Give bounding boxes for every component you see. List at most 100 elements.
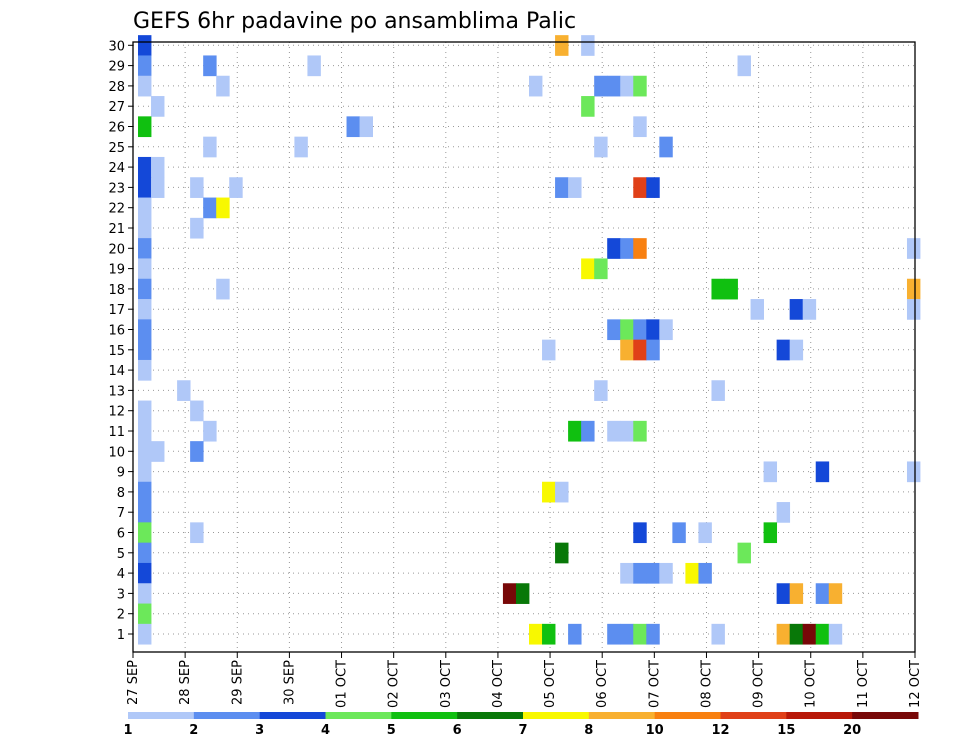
precip-cell (138, 177, 152, 198)
precip-cell (216, 278, 230, 300)
precip-cell (542, 481, 556, 503)
precip-cell (607, 420, 621, 442)
precip-cell (789, 583, 804, 604)
x-tick-label: 05 OCT (543, 660, 558, 708)
colorbar-label: 1 (123, 723, 132, 738)
x-tick-label: 02 OCT (387, 660, 402, 708)
y-tick-label: 24 (108, 161, 125, 176)
y-tick-label: 15 (108, 344, 125, 359)
precip-cell (594, 380, 608, 401)
precip-cell (789, 299, 804, 320)
y-tick-label: 28 (108, 80, 125, 95)
precip-cell (776, 339, 791, 361)
y-tick-label: 7 (117, 506, 125, 521)
precip-cell (607, 623, 621, 645)
precip-cell (138, 441, 152, 462)
precip-cell (138, 258, 152, 280)
colorbar: 1 2 3 4 5 6 7 8 10 12 15 20 (123, 712, 919, 738)
y-tick-label: 9 (117, 466, 125, 481)
precip-cell (151, 156, 165, 178)
colorbar-swatch (325, 712, 392, 719)
precip-cell (633, 420, 647, 442)
colorbar-swatch (720, 712, 787, 719)
precip-cell (633, 238, 647, 259)
precip-cell (646, 177, 660, 198)
precip-cell (190, 441, 204, 462)
y-tick-label: 30 (108, 39, 125, 54)
precip-cell (581, 420, 595, 442)
precip-cell (138, 238, 152, 259)
precip-cell (502, 583, 517, 604)
y-tick-label: 16 (108, 324, 125, 339)
precip-cell (229, 177, 243, 198)
precip-cell (646, 319, 660, 341)
precip-cell (633, 319, 647, 341)
precip-cell (633, 339, 647, 361)
colorbar-label: 12 (711, 723, 729, 738)
colorbar-swatch (391, 712, 458, 719)
precip-cell (776, 623, 791, 645)
precip-cell (750, 299, 764, 320)
precip-cell (776, 583, 791, 604)
colorbar-label: 15 (777, 723, 795, 738)
precip-cell (906, 461, 921, 483)
precip-cell (620, 562, 634, 584)
grid-lines (133, 42, 915, 652)
precip-cell (138, 156, 152, 178)
y-tick-label: 26 (108, 121, 125, 136)
x-tick-label: 08 OCT (699, 660, 714, 708)
x-tick-label: 04 OCT (491, 660, 506, 708)
x-tick-label: 06 OCT (595, 660, 610, 708)
y-tick-label: 6 (117, 527, 125, 542)
x-tick-label: 01 OCT (335, 660, 350, 708)
precip-cell (594, 258, 608, 280)
y-tick-label: 11 (108, 425, 125, 440)
precip-cell (737, 55, 751, 77)
precip-cell (138, 400, 152, 422)
colorbar-swatch (457, 712, 524, 719)
x-tick-label: 07 OCT (647, 660, 662, 708)
y-tick-label: 13 (108, 384, 125, 399)
colorbar-label: 6 (453, 723, 462, 738)
precip-cell (138, 461, 152, 483)
precip-cell (190, 400, 204, 422)
precip-cell (646, 623, 660, 645)
plot-frame (132, 41, 916, 653)
precip-cell (177, 380, 191, 401)
precip-cell (763, 461, 778, 483)
precip-cell (190, 522, 204, 544)
precip-cell (555, 481, 569, 503)
precip-cell (802, 299, 817, 320)
x-tick-label: 12 OCT (908, 660, 923, 708)
precip-cell (815, 583, 830, 604)
precip-cell (568, 420, 582, 442)
precip-cell (555, 542, 569, 564)
precip-cell (555, 177, 569, 198)
precip-cell (151, 177, 165, 198)
precip-cell (672, 522, 686, 544)
precip-cell (581, 35, 595, 56)
precip-cell (138, 603, 152, 625)
precip-cell (203, 420, 217, 442)
precip-cell (138, 502, 152, 523)
y-tick-label: 18 (108, 283, 125, 298)
y-tick-label: 10 (108, 445, 125, 460)
precip-cell (659, 562, 673, 584)
y-tick-label: 2 (117, 608, 125, 623)
precip-cell (620, 623, 634, 645)
precip-cell (698, 562, 712, 584)
precip-cell (607, 238, 621, 259)
precip-cell (138, 278, 152, 300)
colorbar-label: 20 (843, 723, 861, 738)
precip-cell (359, 116, 373, 138)
precip-cell (906, 278, 921, 300)
precip-cell (307, 55, 321, 77)
x-tick-label: 30 SEP (282, 660, 297, 705)
precip-cell (529, 75, 543, 97)
precip-cells (138, 35, 921, 645)
y-tick-label: 4 (117, 567, 125, 582)
precip-cell (711, 278, 725, 300)
precip-cell (685, 562, 699, 584)
y-tick-label: 27 (108, 100, 125, 115)
